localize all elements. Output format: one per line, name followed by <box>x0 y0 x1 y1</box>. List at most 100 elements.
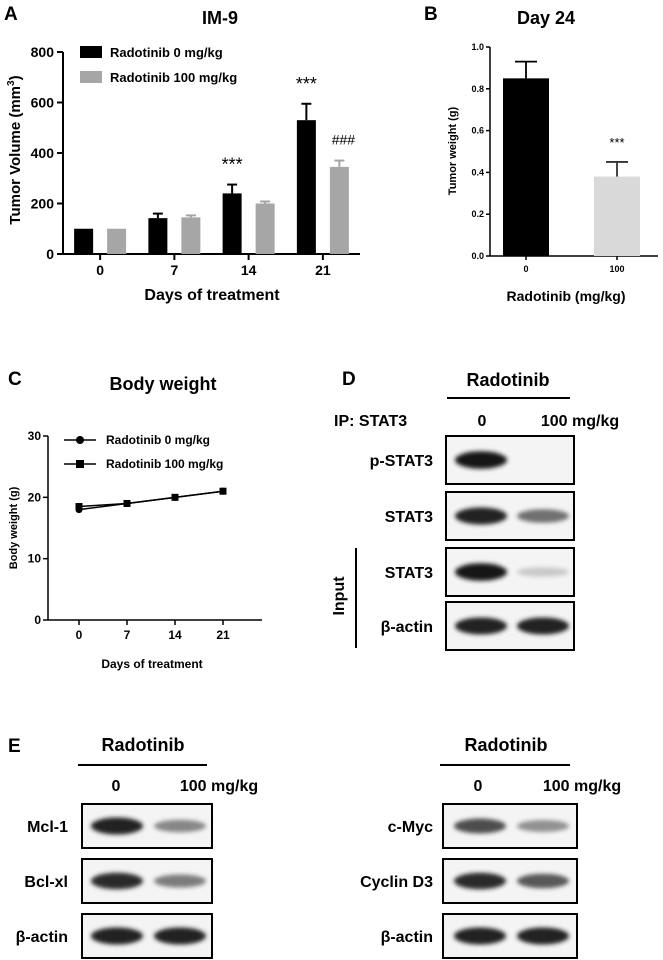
panel-e-left-treatment-label: Radotinib <box>102 735 185 755</box>
panel-e-right-blot-band-lane-1 <box>454 818 506 834</box>
y-tick-label: 0 <box>46 246 54 262</box>
y-tick-label: 30 <box>28 429 42 443</box>
y-tick-label: 0.6 <box>471 126 484 136</box>
panel-a-title: IM-9 <box>202 8 238 28</box>
legend-label-series-0: Radotinib 0 mg/kg <box>110 45 223 60</box>
y-tick-label: 10 <box>28 552 42 566</box>
panel-d-treatment-label: Radotinib <box>467 370 550 390</box>
panel-e-left-dose-0: 0 <box>112 778 121 795</box>
panel-e-left-blot-band-lane-2 <box>154 819 206 833</box>
panel-d-blot-band-lane-1 <box>455 563 507 581</box>
panel-c-legend: Radotinib 0 mg/kg Radotinib 100 mg/kg <box>64 433 223 471</box>
panel-c-ylabel: Body weight (g) <box>8 486 20 569</box>
significance-annotation: *** <box>609 135 624 150</box>
data-point-square <box>171 493 179 501</box>
data-point-square <box>123 499 131 507</box>
significance-annotation: ### <box>332 132 356 148</box>
x-tick-label: 21 <box>216 628 230 642</box>
y-tick-label: 1.0 <box>471 42 484 52</box>
panel-d-blot-band-lane-2 <box>517 617 569 635</box>
panel-e-left-blot-band-lane-2 <box>154 927 206 945</box>
y-tick-label: 200 <box>31 196 55 212</box>
bar-series-0 <box>296 120 316 254</box>
panel-b-chart: Day 24 Tumor weight (g) Radotinib (mg/kg… <box>447 8 658 304</box>
panel-letter-c: C <box>8 369 22 390</box>
bar-series-0 <box>148 218 168 254</box>
panel-c-chart: Body weight Body weight (g) Days of trea… <box>8 374 262 671</box>
legend-marker-circle <box>76 436 84 444</box>
panel-e-right-blot-band-lane-2 <box>517 873 569 889</box>
blot-row-label: Mcl-1 <box>27 819 68 836</box>
panel-e-right-blot-band-lane-2 <box>517 927 569 945</box>
panel-letter-d: D <box>342 369 356 390</box>
x-tick-label: 0 <box>523 264 528 274</box>
panel-e-left-blot-band-lane-1 <box>91 927 143 945</box>
x-tick-label: 0 <box>96 262 104 278</box>
panel-e-left-blot-band-lane-2 <box>154 874 206 888</box>
bar-series-1 <box>181 217 201 254</box>
panel-d-dose-0: 0 <box>478 413 487 430</box>
panel-d-ip-label: IP: STAT3 <box>334 413 407 430</box>
legend-label-series-1: Radotinib 100 mg/kg <box>110 70 237 85</box>
panel-d-blot-band-lane-1 <box>455 617 507 635</box>
x-tick-label: 100 <box>609 264 624 274</box>
legend-swatch-series-0 <box>80 46 102 58</box>
panel-b-xlabel: Radotinib (mg/kg) <box>507 288 626 304</box>
panel-c-xlabel: Days of treatment <box>101 657 202 671</box>
x-tick-label: 14 <box>168 628 182 642</box>
data-point-square <box>219 487 227 495</box>
panel-d-blot-band-lane-2 <box>517 567 569 577</box>
panel-letter-e: E <box>8 736 21 757</box>
blot-row-label: Bcl-xl <box>24 874 68 891</box>
y-tick-label: 0.8 <box>471 84 484 94</box>
panel-d-blot-band-lane-1 <box>455 451 507 469</box>
y-tick-label: 0.4 <box>471 167 484 177</box>
panel-e-right-treatment-label: Radotinib <box>465 735 548 755</box>
y-tick-label: 0.0 <box>471 251 484 261</box>
x-tick-label: 7 <box>124 628 131 642</box>
panel-c-title: Body weight <box>110 374 217 394</box>
bar-series-1 <box>107 228 127 254</box>
blot-row-label: STAT3 <box>385 509 433 526</box>
x-tick-label: 0 <box>76 628 83 642</box>
y-tick-label: 800 <box>31 44 55 60</box>
panel-letter-a: A <box>4 4 18 25</box>
data-point-square <box>75 503 83 511</box>
blot-row-label: c-Myc <box>388 819 433 836</box>
panel-e-right-dose-0: 0 <box>474 778 483 795</box>
panel-d-input-label: Input <box>331 576 348 616</box>
y-tick-label: 400 <box>31 145 55 161</box>
blot-row-label: p-STAT3 <box>370 453 434 470</box>
panel-a-xlabel: Days of treatment <box>144 287 280 304</box>
panel-e-right-blot-band-lane-1 <box>454 927 506 945</box>
panel-a-chart: IM-9 Tumor Volume (mm3) Days of treatmen… <box>6 8 360 304</box>
panel-a-legend: Radotinib 0 mg/kg Radotinib 100 mg/kg <box>80 45 237 85</box>
panel-e-right-blot-band-lane-1 <box>454 872 506 890</box>
blot-row-label: β-actin <box>16 929 68 946</box>
bar-series-1 <box>255 203 275 254</box>
panel-a-ylabel: Tumor Volume (mm3) <box>6 75 24 224</box>
blot-row-label: β-actin <box>381 619 433 636</box>
y-tick-label: 20 <box>28 490 42 504</box>
y-tick-label: 600 <box>31 95 55 111</box>
panel-b-ylabel: Tumor weight (g) <box>447 106 459 195</box>
legend-label-series-1: Radotinib 100 mg/kg <box>106 457 223 471</box>
panel-e-left-blot-band-lane-1 <box>91 872 143 890</box>
blot-row-label: Cyclin D3 <box>360 874 433 891</box>
bar-series-0 <box>222 193 242 254</box>
bar <box>503 78 549 256</box>
x-tick-label: 7 <box>170 262 178 278</box>
panel-d-western-blot: Radotinib IP: STAT3 0 100 mg/kg Input p-… <box>331 370 619 651</box>
panel-letter-b: B <box>424 4 438 25</box>
y-tick-label: 0.2 <box>471 209 484 219</box>
panel-e-right-blot-band-lane-2 <box>517 820 569 832</box>
panel-b-title: Day 24 <box>517 8 575 28</box>
blot-row-label: β-actin <box>381 929 433 946</box>
blot-row-label: STAT3 <box>385 565 433 582</box>
legend-swatch-series-1 <box>80 71 102 83</box>
x-tick-label: 14 <box>241 262 257 278</box>
bar-series-0 <box>74 228 94 254</box>
panel-e-western-blots: Radotinib 0 100 mg/kg Radotinib 0 100 mg… <box>16 735 621 959</box>
significance-annotation: *** <box>222 155 243 175</box>
